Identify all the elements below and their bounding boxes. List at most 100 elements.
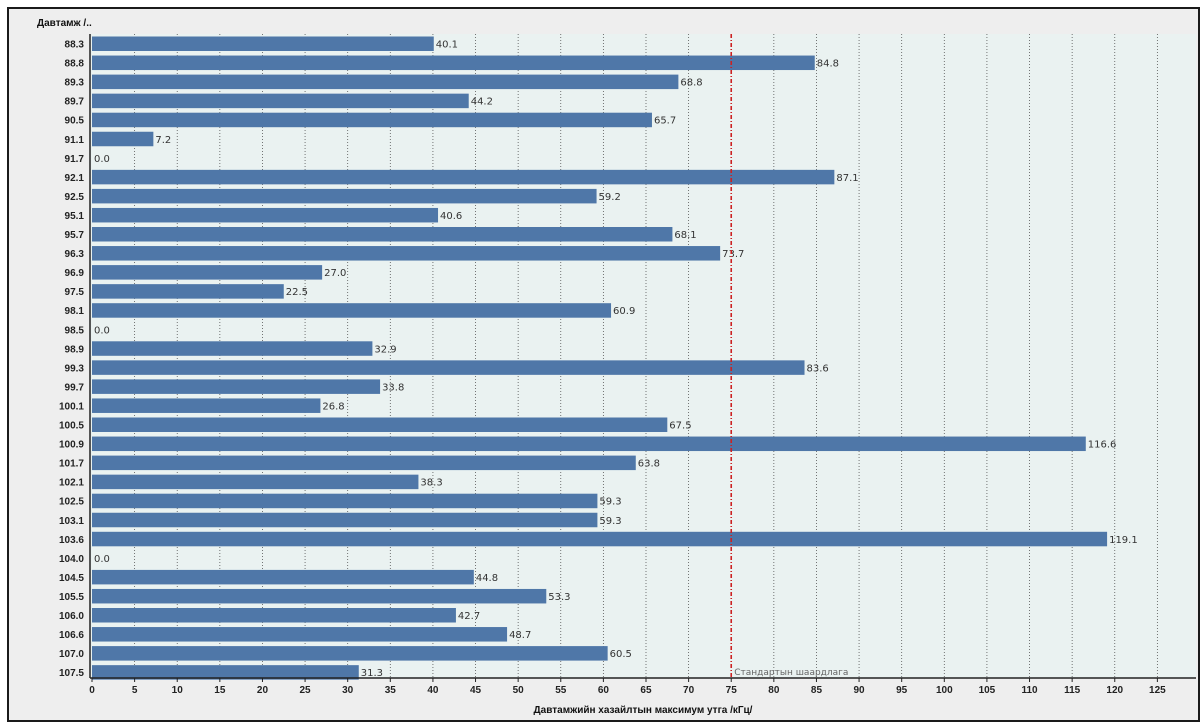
y-tick-label: 89.3 bbox=[65, 78, 85, 89]
y-tick-label: 99.7 bbox=[65, 382, 85, 393]
bar bbox=[92, 493, 598, 509]
bar-value-label: 32.9 bbox=[374, 344, 396, 355]
bar-value-label: 119.1 bbox=[1109, 535, 1138, 546]
bar bbox=[92, 474, 419, 490]
y-tick-label: 101.7 bbox=[59, 459, 84, 470]
bar bbox=[92, 284, 284, 299]
x-tick-label: 20 bbox=[257, 685, 269, 696]
x-tick-label: 115 bbox=[1064, 685, 1081, 696]
y-tick-label: 90.5 bbox=[65, 116, 85, 127]
y-tick-label: 88.3 bbox=[65, 40, 85, 51]
y-tick-label: 104.5 bbox=[59, 573, 84, 584]
y-tick-label: 92.5 bbox=[65, 192, 85, 203]
bars: 40.1 84.8 68.8 44.2 65.7 7.2 0.0 87.1 59.2 40.6 68… bbox=[92, 36, 1138, 680]
y-tick-label: 106.6 bbox=[59, 630, 84, 641]
reference-line-group: Стандартын шаардлага bbox=[730, 34, 848, 678]
bar-value-label: 60.9 bbox=[613, 306, 635, 317]
bar-value-label: 40.6 bbox=[440, 211, 462, 222]
y-tick-label: 100.5 bbox=[59, 421, 84, 432]
y-tick-label: 107.0 bbox=[59, 649, 84, 660]
x-tick-label: 70 bbox=[683, 685, 695, 696]
y-tick-label: 89.7 bbox=[65, 97, 85, 108]
y-tick-label: 105.5 bbox=[59, 592, 84, 603]
bar-value-label: 87.1 bbox=[836, 173, 858, 184]
bar-value-label: 68.8 bbox=[680, 78, 702, 89]
x-tick-label: 25 bbox=[300, 685, 312, 696]
bar bbox=[92, 360, 805, 375]
bar-value-label: 84.8 bbox=[817, 59, 839, 70]
bar-value-label: 33.8 bbox=[382, 382, 404, 393]
x-tick-label: 55 bbox=[555, 685, 567, 696]
x-tick-label: 10 bbox=[172, 685, 184, 696]
y-tick-label: 96.9 bbox=[65, 268, 85, 279]
bar-value-label: 60.5 bbox=[610, 649, 632, 660]
y-tick-label: 95.1 bbox=[65, 211, 85, 222]
bar-value-label: 65.7 bbox=[654, 116, 676, 127]
bar bbox=[92, 93, 469, 109]
x-tick-labels: 0 5 10 15 20 25 30 35 40 45 50 55 60 65 70 75 80 85 90 95 10… bbox=[89, 678, 1166, 696]
bar-value-label: 38.3 bbox=[420, 478, 442, 489]
bar-value-label: 44.2 bbox=[471, 97, 493, 108]
y-axis-title: Давтамж /.. bbox=[37, 18, 92, 29]
x-tick-label: 80 bbox=[768, 685, 780, 696]
bar bbox=[92, 112, 652, 128]
bar bbox=[92, 417, 668, 432]
bar bbox=[92, 55, 815, 71]
y-tick-label: 107.5 bbox=[59, 668, 84, 679]
x-tick-label: 65 bbox=[640, 685, 652, 696]
bar bbox=[92, 512, 598, 528]
x-tick-label: 5 bbox=[132, 685, 138, 696]
bar bbox=[92, 646, 608, 661]
y-tick-label: 100.9 bbox=[59, 440, 84, 451]
y-tick-label: 88.8 bbox=[65, 59, 85, 70]
y-tick-label: 106.0 bbox=[59, 611, 84, 622]
bar bbox=[92, 246, 721, 261]
grid-lines bbox=[134, 34, 1158, 678]
bar-value-label: 40.1 bbox=[436, 40, 458, 51]
bar-value-label: 31.3 bbox=[361, 668, 383, 679]
x-tick-label: 0 bbox=[89, 685, 95, 696]
bar bbox=[92, 531, 1108, 547]
y-tick-label: 92.1 bbox=[65, 173, 85, 184]
bar-value-label: 22.5 bbox=[286, 287, 308, 298]
x-tick-label: 45 bbox=[470, 685, 482, 696]
x-tick-label: 85 bbox=[811, 685, 823, 696]
x-tick-label: 125 bbox=[1149, 685, 1166, 696]
x-tick-label: 40 bbox=[427, 685, 439, 696]
bar-value-label: 59.3 bbox=[599, 497, 621, 508]
x-tick-label: 50 bbox=[513, 685, 525, 696]
y-tick-label: 99.3 bbox=[65, 363, 85, 374]
y-tick-label: 91.1 bbox=[65, 135, 85, 146]
y-tick-label: 102.5 bbox=[59, 497, 84, 508]
bar bbox=[92, 265, 323, 280]
bar bbox=[92, 665, 359, 680]
y-tick-label: 98.5 bbox=[65, 325, 85, 336]
bar bbox=[92, 227, 673, 242]
x-axis-title: Давтамжийн хазайлтын максимум утга /кГц/ bbox=[534, 705, 753, 716]
bar bbox=[92, 588, 547, 604]
bar bbox=[92, 169, 835, 185]
x-tick-label: 30 bbox=[342, 685, 354, 696]
x-tick-label: 110 bbox=[1021, 685, 1038, 696]
x-tick-label: 60 bbox=[598, 685, 610, 696]
bar bbox=[92, 341, 373, 356]
bar-value-label: 68.1 bbox=[674, 230, 696, 241]
bar bbox=[92, 436, 1086, 452]
bar bbox=[92, 569, 474, 585]
bar bbox=[92, 36, 434, 51]
bar-value-label: 53.3 bbox=[548, 592, 570, 603]
y-tick-label: 100.1 bbox=[59, 401, 84, 412]
x-tick-label: 75 bbox=[726, 685, 738, 696]
bar-value-label: 63.8 bbox=[638, 459, 660, 470]
bar-value-label: 59.2 bbox=[599, 192, 621, 203]
y-tick-label: 96.3 bbox=[65, 249, 85, 260]
bar-value-label: 26.8 bbox=[322, 401, 344, 412]
bar-value-label: 27.0 bbox=[324, 268, 346, 279]
bar-value-label: 48.7 bbox=[509, 630, 531, 641]
reference-line-label: Стандартын шаардлага bbox=[734, 668, 848, 678]
bar bbox=[92, 207, 439, 223]
x-tick-label: 95 bbox=[896, 685, 908, 696]
bar bbox=[92, 627, 508, 642]
y-tick-label: 98.9 bbox=[65, 344, 85, 355]
